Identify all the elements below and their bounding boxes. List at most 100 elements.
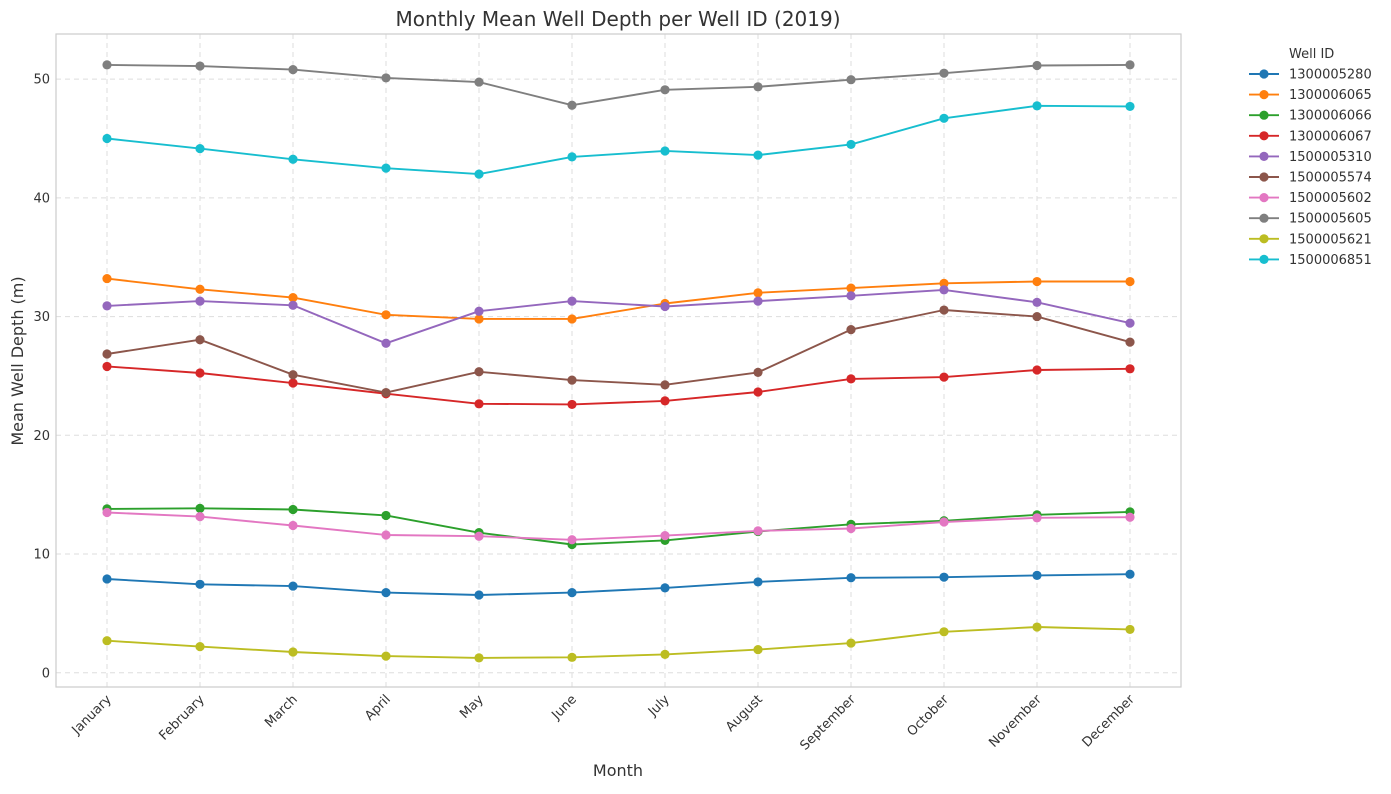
axes: 0 10 20 30 40 50 January February March April May J… [33,33,1182,754]
y-tick-label: 30 [33,310,50,325]
data-point [381,651,391,661]
data-point [102,574,112,584]
data-point [1032,365,1042,375]
x-tick-label: March [262,692,301,731]
data-point [939,372,949,382]
data-point [753,82,763,92]
series-line [106,288,1131,345]
data-point [1125,337,1135,347]
data-point [288,65,298,75]
data-point [567,314,577,324]
data-point [846,638,856,648]
data-point [474,531,484,541]
data-point [474,367,484,377]
data-point [753,387,763,397]
legend-item: 1500005605 [1249,212,1372,227]
data-point [474,399,484,409]
legend-item: 1500006851 [1249,253,1372,268]
series-1500005574 [102,305,1135,398]
data-point [288,292,298,303]
series-line [106,277,1130,320]
data-point [102,507,112,518]
y-tick-label: 20 [33,429,50,444]
series-1300006066 [102,503,1135,550]
data-point [288,300,298,310]
data-point [474,653,484,663]
data-point [1032,311,1042,322]
data-point [660,396,670,406]
legend-title: Well ID [1289,47,1334,62]
data-point [1125,364,1135,374]
x-tick-label: December [1080,692,1139,751]
legend-label: 1500005602 [1289,191,1372,206]
data-point [102,636,112,646]
data-point [1125,624,1135,635]
legend: Well ID 1300005280 1300006065 1300006066 13… [1249,47,1372,268]
data-point [288,504,298,515]
data-point [660,649,670,659]
data-point [381,310,391,320]
grid-lines [56,34,1181,687]
x-tick-label: September [797,692,859,754]
series-lines [102,60,1135,663]
data-point [474,306,484,316]
legend-swatch-marker [1259,69,1269,79]
legend-label: 1500005621 [1289,232,1372,247]
data-point [846,325,856,335]
x-tick-label: February [156,692,208,744]
legend-label: 1500005310 [1289,150,1372,165]
data-point [660,85,670,95]
data-point [753,526,763,536]
series-1300006065 [102,273,1135,324]
legend-item: 1500005602 [1249,191,1372,206]
chart-title: Monthly Mean Well Depth per Well ID (201… [395,7,840,31]
data-point [381,387,391,398]
data-point [195,579,205,589]
data-point [939,627,949,637]
data-point [753,296,763,306]
data-point [1032,570,1042,580]
data-point [846,139,856,150]
data-point [474,590,484,600]
legend-swatch-marker [1259,110,1269,120]
x-tick-label: May [457,692,487,722]
data-point [567,375,577,385]
data-point [102,361,112,372]
x-tick-label: November [986,692,1045,751]
series-1500005602 [102,507,1135,545]
x-axis-label: Month [593,761,643,780]
series-line [106,104,1131,176]
data-point [1032,622,1042,632]
data-point [660,531,670,541]
data-point [474,314,484,324]
legend-label: 1500006851 [1289,253,1372,268]
series-1300005280 [102,569,1135,600]
data-point [753,150,763,160]
data-point [846,283,856,293]
series-line [106,309,1131,394]
data-point [1032,101,1042,111]
data-point [102,60,112,70]
data-point [939,113,949,123]
x-tick-label: June [548,692,579,723]
series-line [106,365,1131,406]
data-point [753,288,763,298]
data-point [939,278,949,288]
data-point [939,517,949,527]
series-line [106,626,1131,659]
plot-frame [55,33,1182,688]
data-point [939,305,949,315]
data-point [381,163,391,173]
y-tick-label: 10 [33,548,50,563]
legend-label: 1300005280 [1289,68,1372,83]
legend-item: 1300006067 [1249,129,1372,144]
legend-item: 1300006065 [1249,88,1372,103]
legend-swatch-marker [1259,172,1269,182]
legend-item: 1500005310 [1249,150,1372,165]
series-1500005605 [102,60,1135,110]
data-point [288,647,298,657]
y-axis-label: Mean Well Depth (m) [8,276,27,445]
data-point [567,100,577,110]
